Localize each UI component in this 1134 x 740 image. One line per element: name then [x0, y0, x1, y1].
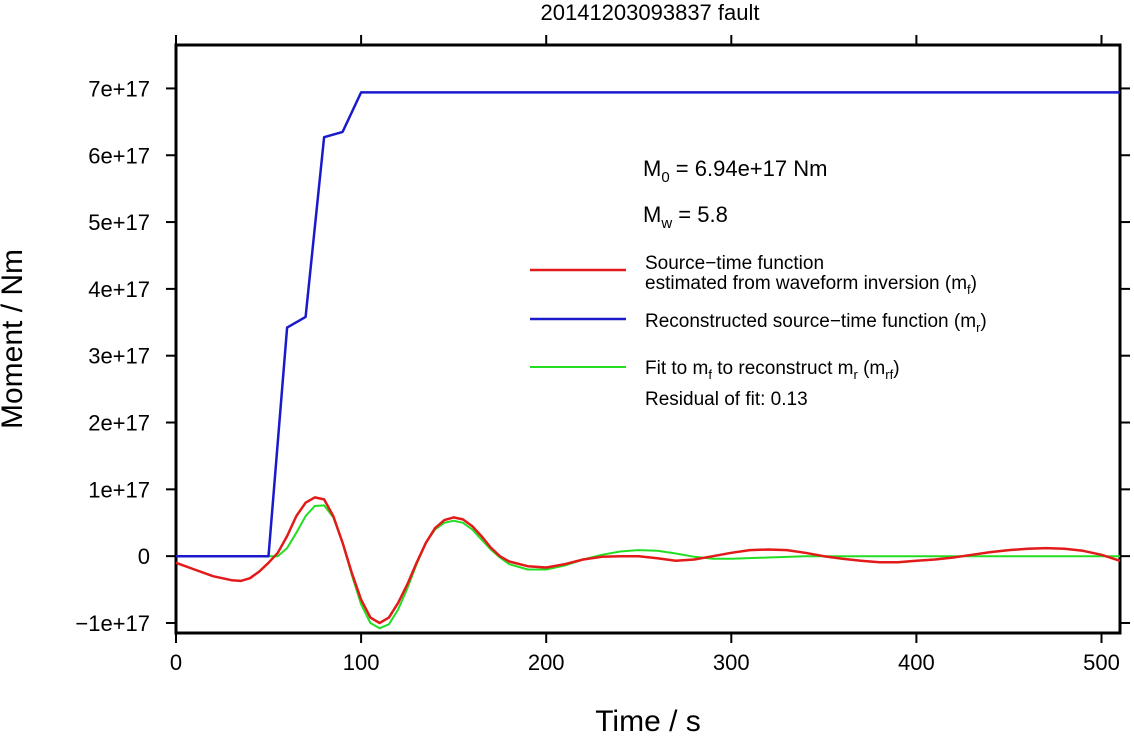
mw-annotation: Mw = 5.8 — [643, 202, 728, 232]
legend-item-fit: Fit to mf to reconstruct mr (mrf) Residu… — [530, 358, 900, 410]
x-axis-label: Time / s — [595, 705, 701, 735]
legend-label-stf-line1: Source−time function — [645, 253, 824, 274]
x-tick-label: 500 — [1083, 650, 1120, 675]
legend-item-reconstructed: Reconstructed source−time function (mr) — [530, 311, 987, 335]
x-tick-label: 200 — [528, 650, 565, 675]
y-tick-label: 5e+17 — [88, 210, 150, 235]
series-layer — [176, 91, 1120, 630]
m0-subscript: 0 — [661, 169, 669, 186]
series-line-fit — [176, 504, 1120, 630]
series-line-reconstructed — [176, 91, 1120, 558]
x-tick-label: 300 — [713, 650, 750, 675]
y-axis-label: Moment / Nm — [0, 249, 29, 429]
m0-annotation: M0 = 6.94e+17 Nm — [643, 156, 827, 186]
legend: Source−time function estimated from wave… — [530, 253, 987, 410]
x-tick-label: 100 — [343, 650, 380, 675]
series-line-stf — [176, 496, 1120, 625]
y-axis-ticks: −1e+17 0 1e+17 2e+17 3e+17 4e+17 5e+17 6e+17 7e+… — [75, 76, 1130, 636]
chart-title: 20141203093837 fault — [541, 0, 760, 25]
y-tick-label: 1e+17 — [88, 477, 150, 502]
y-tick-label: 0 — [138, 544, 150, 569]
legend-label-reconstructed: Reconstructed source−time function (mr) — [645, 311, 987, 335]
y-tick-label: 3e+17 — [88, 344, 150, 369]
legend-label-stf-line2: estimated from waveform inversion (mf) — [645, 273, 977, 297]
svg-text:M0 = 6.94e+17 Nm: M0 = 6.94e+17 Nm — [643, 156, 827, 186]
legend-item-stf: Source−time function estimated from wave… — [530, 253, 977, 297]
y-tick-label: 7e+17 — [88, 76, 150, 101]
mw-subscript: w — [660, 215, 672, 232]
x-tick-label: 0 — [170, 650, 182, 675]
y-tick-label: 4e+17 — [88, 277, 150, 302]
y-tick-label: 6e+17 — [88, 143, 150, 168]
x-tick-label: 400 — [898, 650, 935, 675]
y-tick-label: 2e+17 — [88, 411, 150, 436]
plot-frame — [174, 43, 1122, 635]
y-tick-label: −1e+17 — [75, 611, 150, 636]
residual-of-fit-label: Residual of fit: 0.13 — [645, 389, 808, 410]
x-axis-ticks: 0 100 200 300 400 500 — [170, 35, 1120, 675]
svg-text:Mw = 5.8: Mw = 5.8 — [643, 202, 728, 232]
legend-label-fit: Fit to mf to reconstruct mr (mrf) — [645, 358, 900, 382]
